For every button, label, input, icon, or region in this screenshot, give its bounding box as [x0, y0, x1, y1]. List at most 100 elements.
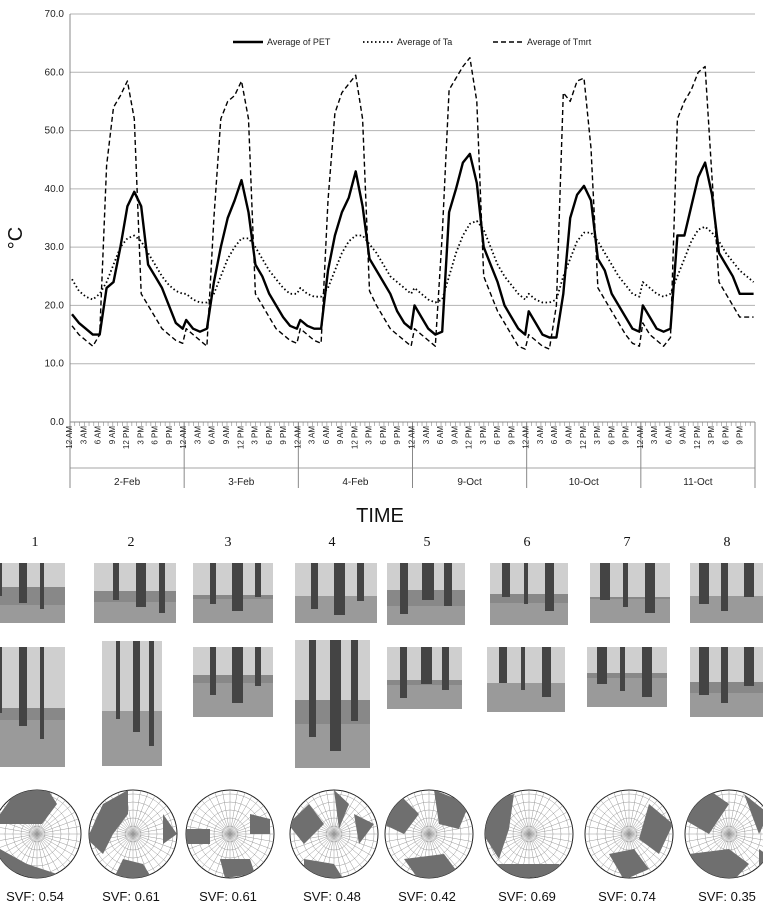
fisheye-diagram — [584, 789, 674, 879]
legend-label: Average of Ta — [397, 37, 452, 47]
photo-shape — [132, 641, 140, 733]
photo-shape — [135, 563, 146, 607]
photo-ground — [94, 602, 176, 623]
x-tick-label: 12 PM — [693, 426, 702, 449]
legend-label: Average of PET — [267, 37, 331, 47]
site-photo-vertical — [193, 647, 273, 717]
x-tick-label: 3 PM — [593, 426, 602, 445]
sky-obstruction-mask — [290, 790, 374, 878]
x-tick-label: 3 AM — [79, 426, 88, 445]
x-tick-label: 9 AM — [564, 426, 573, 445]
site-photo — [590, 563, 670, 623]
y-tick-label: 30.0 — [45, 242, 65, 253]
site-photo-vertical — [295, 640, 370, 768]
x-tick-label: 9 PM — [279, 426, 288, 445]
x-tick-label: 3 PM — [136, 426, 145, 445]
site-photo-vertical — [690, 647, 763, 717]
svf-label: SVF: 0.61 — [199, 889, 257, 904]
site-column: 6 SVF: 0.69 — [482, 535, 574, 907]
x-tick-label: 3 PM — [479, 426, 488, 445]
photo-shape — [0, 563, 2, 596]
sky-obstruction-mask — [385, 790, 469, 878]
site-photo — [295, 563, 377, 623]
x-tick-label: 12 AM — [179, 426, 188, 449]
y-tick-label: 70.0 — [45, 9, 65, 20]
x-axis-label: TIME — [356, 505, 404, 527]
x-tick-label: 3 PM — [365, 426, 374, 445]
legend-label: Average of Tmrt — [527, 37, 592, 47]
photo-ground — [590, 599, 670, 623]
site-number: 6 — [523, 535, 531, 550]
photo-shape — [18, 563, 27, 603]
site-photo-vertical — [387, 647, 462, 709]
photo-shape — [622, 563, 629, 607]
site-number: 3 — [224, 535, 232, 550]
y-tick-label: 60.0 — [45, 67, 65, 78]
day-label: 11-Oct — [683, 477, 712, 488]
y-tick-label: 10.0 — [45, 359, 65, 370]
photo-shape — [399, 647, 408, 699]
photo-shape — [18, 647, 27, 727]
x-tick-label: 9 AM — [679, 426, 688, 445]
photo-shape — [356, 563, 364, 601]
photo-shape — [232, 647, 243, 703]
svf-label: SVF: 0.54 — [6, 889, 64, 904]
photo-shape — [642, 647, 652, 698]
series-line — [71, 57, 754, 350]
x-tick-label: 3 AM — [193, 426, 202, 445]
y-axis-ticks: 0.0 10.0 20.0 30.0 40.0 50.0 60.0 70.0 — [45, 9, 65, 428]
site-number: 7 — [623, 535, 631, 550]
x-tick-label: 6 PM — [379, 426, 388, 445]
photo-ground — [387, 684, 462, 709]
fisheye-diagram — [289, 789, 379, 879]
series-line — [71, 219, 755, 304]
y-tick-label: 40.0 — [45, 184, 65, 195]
x-tick-label: 12 PM — [236, 426, 245, 449]
sky-obstruction-mask — [89, 790, 177, 878]
x-tick-label: 6 AM — [208, 426, 217, 445]
x-tick-label: 9 AM — [450, 426, 459, 445]
x-tick-label: 6 PM — [607, 426, 616, 445]
photo-shape — [422, 563, 434, 600]
photo-ground — [0, 720, 65, 767]
sky-obstruction-mask — [186, 814, 270, 878]
x-tick-label: 12 AM — [293, 426, 302, 449]
site-column: 5 SVF: 0.42 — [382, 535, 474, 907]
photo-ground — [487, 683, 565, 712]
photo-shape — [333, 563, 345, 616]
day-label: 10-Oct — [569, 477, 599, 488]
photo-shape — [400, 563, 409, 615]
day-label: 4-Feb — [342, 477, 369, 488]
photo-ground — [0, 605, 65, 623]
photo-shape — [209, 563, 217, 605]
x-tick-label: 12 AM — [522, 426, 531, 449]
photo-shape — [545, 563, 554, 611]
x-tick-label: 12 PM — [350, 426, 359, 449]
fisheye-diagram — [0, 789, 82, 879]
sky-obstruction-mask — [0, 790, 77, 878]
photo-shape — [330, 640, 341, 752]
x-tick-label: 12 PM — [579, 426, 588, 449]
x-tick-label: 3 AM — [650, 426, 659, 445]
day-label: 2-Feb — [114, 477, 141, 488]
site-number: 2 — [127, 535, 135, 550]
site-number: 8 — [723, 535, 731, 550]
site-photo-vertical — [587, 647, 667, 707]
site-photo — [690, 563, 763, 623]
site-column: 1 SVF: 0.54 — [0, 535, 82, 907]
photo-shape — [743, 647, 754, 687]
photo-shape — [39, 563, 44, 610]
x-tick-label: 9 PM — [622, 426, 631, 445]
site-photo — [387, 563, 465, 625]
photo-shape — [39, 647, 44, 740]
site-photo — [0, 563, 65, 623]
photo-shape — [698, 563, 710, 605]
site-photo — [94, 563, 176, 623]
x-tick-label: 3 AM — [422, 426, 431, 445]
photo-shape — [721, 647, 728, 703]
photo-shape — [523, 563, 529, 604]
svf-label: SVF: 0.35 — [698, 889, 756, 904]
y-tick-label: 50.0 — [45, 126, 65, 137]
photo-ground — [690, 693, 763, 717]
site-photo-vertical — [102, 641, 162, 766]
